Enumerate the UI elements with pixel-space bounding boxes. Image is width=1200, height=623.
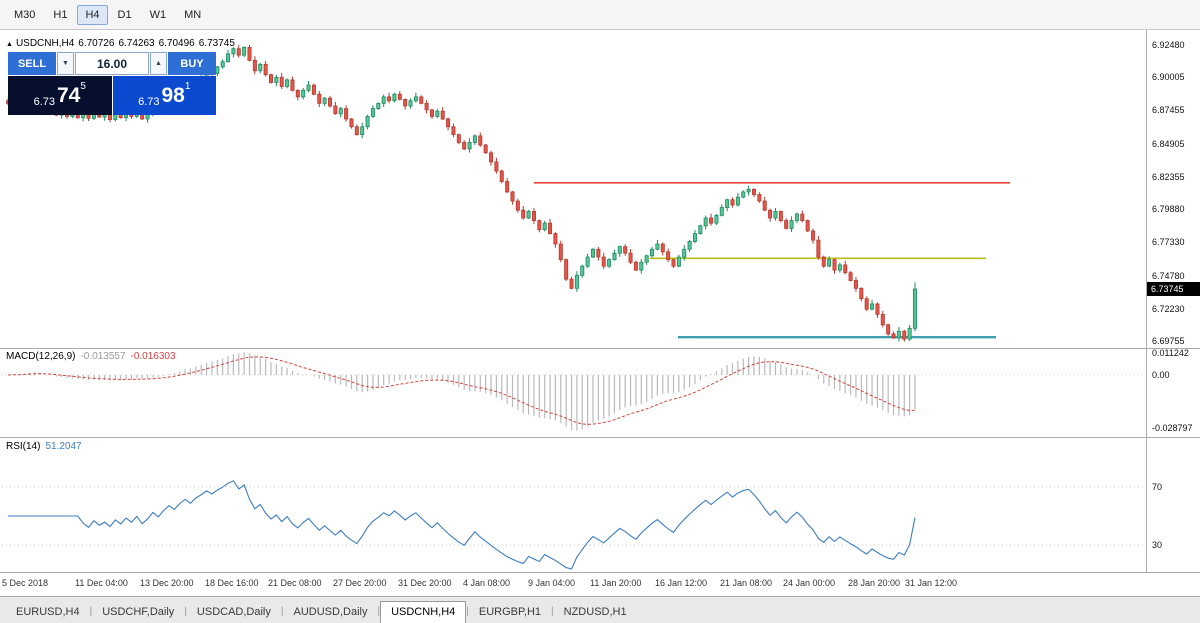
sell-price-sup: 5 bbox=[80, 81, 86, 92]
rsi-label: RSI(14) 51.2047 bbox=[6, 441, 87, 452]
price-axis-label: 6.72230 bbox=[1152, 303, 1185, 314]
price-scale-separator bbox=[1146, 30, 1147, 572]
sell-price[interactable]: 6.73 74 5 bbox=[8, 76, 112, 115]
price-axis-label: 6.74780 bbox=[1152, 270, 1185, 281]
buy-button[interactable]: BUY bbox=[168, 52, 216, 75]
tab-separator: | bbox=[89, 606, 93, 617]
macd-main-value: -0.013557 bbox=[80, 351, 126, 362]
time-axis-label: 31 Jan 12:00 bbox=[905, 578, 958, 588]
chart-direction-icon: ▲ bbox=[6, 41, 13, 48]
macd-signal-value: -0.016303 bbox=[130, 351, 176, 362]
chart-tab-usdchf-daily[interactable]: USDCHF,Daily bbox=[102, 606, 175, 618]
timeframe-button-h4[interactable]: H4 bbox=[77, 4, 108, 25]
timeframe-button-d1[interactable]: D1 bbox=[117, 8, 132, 21]
price-axis-label: 6.84905 bbox=[1152, 138, 1185, 149]
time-axis-label: 16 Jan 12:00 bbox=[655, 578, 708, 588]
current-price-badge: 6.73745 bbox=[1147, 282, 1200, 297]
price-axis-label: 6.79880 bbox=[1152, 204, 1185, 215]
macd-axis-label: -0.028797 bbox=[1152, 423, 1193, 433]
sell-button[interactable]: SELL bbox=[8, 52, 56, 75]
timeframe-toolbar: M30 H1 H4 D1 W1 MN bbox=[0, 0, 1200, 30]
rsi-timeaxis-separator bbox=[0, 572, 1200, 573]
time-axis-label: 4 Jan 08:00 bbox=[463, 578, 511, 588]
time-axis-label: 21 Jan 08:00 bbox=[720, 578, 773, 588]
macd-axis-label: 0.011242 bbox=[1152, 348, 1189, 358]
macd-axis-label: 0.00 bbox=[1152, 369, 1170, 380]
sell-price-small: 6.73 bbox=[33, 96, 55, 108]
tab-separator: | bbox=[184, 606, 187, 617]
price-axis-label: 6.77330 bbox=[1152, 237, 1185, 248]
timeframe-button-mn[interactable]: MN bbox=[184, 8, 202, 21]
rsi-value: 51.2047 bbox=[45, 441, 82, 452]
macd-label: MACD(12,26,9) -0.013557 -0.016303 bbox=[6, 351, 181, 362]
time-axis-label: 11 Jan 20:00 bbox=[590, 578, 642, 588]
timeframe-button-m30[interactable]: M30 bbox=[14, 8, 36, 21]
ohlc-open: 6.70726 bbox=[78, 38, 115, 49]
ohlc-close: 6.73745 bbox=[198, 38, 235, 49]
chart-symbol: USDCNH,H4 bbox=[15, 38, 75, 49]
rsi-axis-label: 70 bbox=[1152, 482, 1163, 492]
volume-increase-button[interactable]: ▲ bbox=[150, 52, 167, 75]
time-axis-label: 13 Dec 20:00 bbox=[140, 578, 194, 588]
sell-price-big: 74 bbox=[57, 83, 81, 107]
macd-rsi-separator[interactable] bbox=[0, 437, 1200, 438]
time-axis-label: 28 Jan 20:00 bbox=[848, 578, 901, 588]
time-axis-label: 5 Dec 2018 bbox=[2, 578, 49, 588]
time-axis-label: 31 Dec 20:00 bbox=[398, 578, 452, 588]
chart-tab-usdcnh-h4[interactable]: USDCNH,H4 bbox=[380, 601, 467, 623]
chart-tab-nzdusd-h1[interactable]: NZDUSD,H1 bbox=[563, 606, 627, 618]
volume-decrease-button[interactable]: ▼ bbox=[57, 52, 74, 75]
timeframe-button-h1[interactable]: H1 bbox=[53, 8, 68, 21]
rsi-layer bbox=[2, 480, 1146, 570]
price-axis-label: 6.87455 bbox=[1152, 105, 1185, 116]
buy-price-big: 98 bbox=[161, 83, 185, 107]
rsi-axis-label: 30 bbox=[1152, 540, 1163, 550]
chart-tabs-bar: EURUSD,H4 | USDCHF,Daily | USDCAD,Daily | AUDU… bbox=[0, 596, 1200, 623]
price-axis-label: 6.90005 bbox=[1152, 72, 1185, 83]
price-axis-label: 6.69755 bbox=[1152, 336, 1185, 346]
time-axis-label: 24 Jan 00:00 bbox=[783, 578, 836, 588]
tab-separator: | bbox=[280, 606, 284, 617]
macd-layer bbox=[2, 352, 1146, 431]
price-axis-label: 6.92480 bbox=[1152, 40, 1185, 50]
tab-separator: | bbox=[466, 606, 469, 617]
macd-title: MACD(12,26,9) bbox=[6, 351, 76, 362]
tab-separator: | bbox=[377, 606, 381, 617]
time-axis-label: 11 Dec 04:00 bbox=[75, 578, 128, 588]
buy-price-small: 6.73 bbox=[138, 96, 160, 108]
time-axis-label: 27 Dec 20:00 bbox=[333, 578, 387, 588]
time-axis-label: 9 Jan 04:00 bbox=[528, 578, 576, 588]
volume-input[interactable] bbox=[75, 52, 149, 75]
buy-price-sup: 1 bbox=[184, 81, 191, 92]
time-axis-label: 18 Dec 16:00 bbox=[205, 578, 259, 588]
price-axis-label: 6.82355 bbox=[1152, 171, 1185, 182]
chart-tab-usdcad-daily[interactable]: USDCAD,Daily bbox=[196, 606, 271, 618]
timeframe-button-w1[interactable]: W1 bbox=[149, 8, 167, 21]
chart-tab-eurusd-h4[interactable]: EURUSD,H4 bbox=[16, 606, 80, 618]
ohlc-low: 6.70496 bbox=[158, 38, 195, 49]
ohlc-high: 6.74263 bbox=[118, 38, 155, 49]
chart-tab-audusd-daily[interactable]: AUDUSD,Daily bbox=[293, 606, 368, 618]
time-axis-label: 21 Dec 08:00 bbox=[268, 578, 322, 588]
chart-tab-eurgbp-h1[interactable]: EURGBP,H1 bbox=[478, 606, 542, 618]
rsi-title: RSI(14) bbox=[6, 441, 41, 452]
main-macd-separator[interactable] bbox=[0, 348, 1200, 349]
buy-price[interactable]: 6.73 98 1 bbox=[112, 76, 216, 115]
tab-separator: | bbox=[551, 606, 554, 617]
chart-title: ▲ USDCNH,H4 6.70726 6.74263 6.70496 6.73745 bbox=[6, 38, 239, 49]
